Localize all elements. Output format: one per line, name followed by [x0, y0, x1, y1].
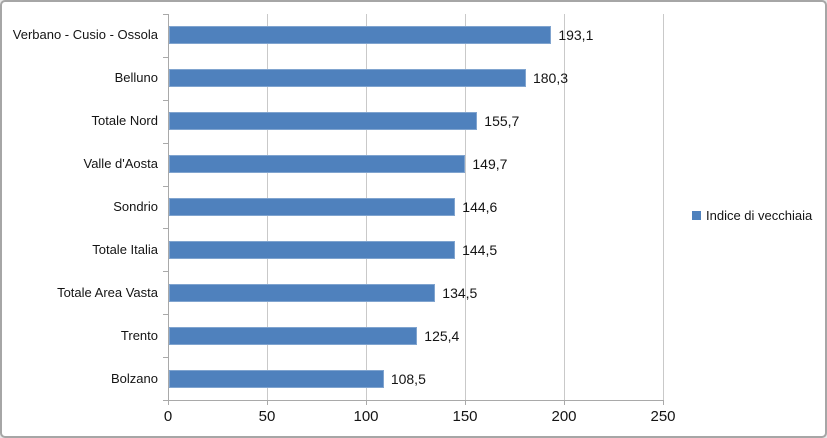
y-axis-tick — [163, 99, 168, 101]
bar-value-label: 108,5 — [390, 370, 426, 387]
bar-value-label: 149,7 — [472, 156, 508, 173]
x-axis-tick-label: 100 — [353, 408, 379, 425]
bar-value-label: 193,1 — [558, 27, 594, 44]
bar — [169, 283, 436, 302]
category-label: Sondrio — [113, 199, 158, 214]
x-axis-tick-label: 0 — [163, 408, 173, 425]
bar — [169, 198, 456, 216]
x-axis-tick — [168, 400, 169, 405]
bar — [169, 26, 552, 45]
y-axis-tick — [163, 185, 168, 187]
category-label: Belluno — [114, 70, 158, 86]
category-label: Totale Area Vasta — [57, 284, 158, 300]
legend-swatch-icon — [692, 211, 701, 220]
x-axis-tick — [465, 400, 466, 405]
bar — [169, 369, 384, 388]
bar — [169, 240, 456, 259]
x-axis-tick-label: 250 — [650, 408, 676, 425]
y-axis-tick — [163, 228, 168, 230]
bar — [169, 326, 418, 345]
legend: Indice di vecchiaia — [692, 208, 812, 223]
bar-value-label: 144,5 — [462, 241, 498, 258]
x-axis-tick-label: 150 — [452, 408, 478, 425]
x-axis-tick — [564, 400, 565, 405]
gridline-250 — [663, 14, 664, 400]
x-axis-tick — [267, 400, 268, 405]
x-axis-line — [163, 400, 663, 401]
x-axis-tick — [663, 400, 664, 405]
bar-value-label: 155,7 — [484, 113, 520, 130]
y-axis-tick — [163, 314, 168, 316]
bar — [169, 69, 526, 88]
legend-label: Indice di vecchiaia — [706, 208, 813, 223]
gridline-200 — [564, 14, 565, 400]
gridline-150 — [465, 14, 466, 400]
x-axis-tick — [366, 400, 367, 405]
category-label: Bolzano — [111, 370, 158, 386]
y-axis-line — [168, 14, 169, 400]
category-label: Totale Nord — [91, 113, 158, 129]
bar-value-label: 180,3 — [532, 70, 569, 87]
y-axis-tick — [163, 14, 168, 15]
category-label: Trento — [120, 327, 158, 343]
y-axis-tick — [163, 142, 168, 144]
bar-value-label: 134,5 — [442, 284, 478, 301]
category-label: Valle d'Aosta — [83, 156, 158, 172]
x-axis-tick-label: 50 — [258, 408, 276, 425]
y-axis-tick — [163, 400, 168, 401]
bar-value-label: 144,6 — [462, 199, 498, 215]
category-label: Totale Italia — [92, 241, 158, 257]
y-axis-tick — [163, 357, 168, 359]
x-axis-tick-label: 200 — [551, 408, 577, 425]
bar — [169, 112, 478, 131]
bar — [169, 155, 466, 174]
bar-value-label: 125,4 — [424, 327, 460, 344]
y-axis-tick — [163, 271, 168, 273]
y-axis-tick — [163, 56, 168, 58]
category-label: Verbano - Cusio - Ossola — [12, 27, 158, 43]
